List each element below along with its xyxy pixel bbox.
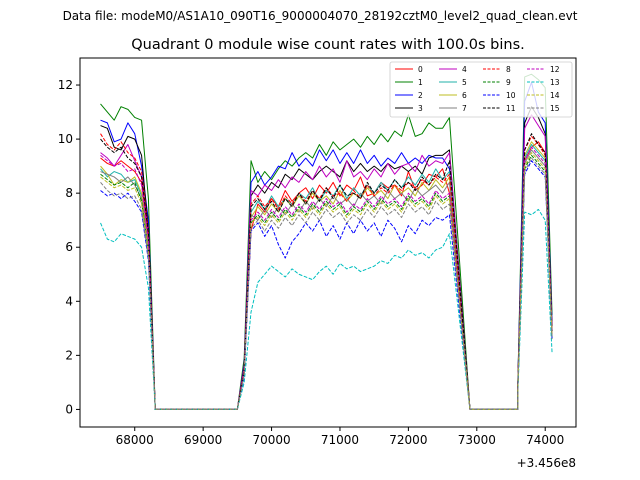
y-tick-label: 12 — [58, 78, 73, 92]
series-line-1 — [100, 73, 553, 410]
y-axis: 0 2 4 6 8 10 12 — [58, 78, 80, 416]
x-tick-label: 69000 — [184, 433, 222, 447]
y-tick-label: 0 — [65, 402, 73, 416]
legend-box — [389, 61, 573, 118]
series-line-13 — [100, 208, 553, 410]
legend-label: 7 — [462, 104, 467, 113]
series-line-4 — [100, 114, 553, 410]
legend-label: 11 — [506, 104, 516, 113]
series-line-7 — [100, 149, 553, 410]
y-tick-label: 8 — [65, 186, 73, 200]
chart-title: Quadrant 0 module wise count rates with … — [131, 37, 525, 53]
y-tick-label: 4 — [65, 294, 73, 308]
x-tick-label: 72000 — [389, 433, 427, 447]
series-line-0 — [100, 141, 553, 410]
x-tick-label: 71000 — [321, 433, 359, 447]
legend-label: 4 — [462, 65, 467, 74]
series-line-15 — [100, 157, 553, 410]
legend-label: 5 — [462, 78, 467, 87]
plot-area: 68000 69000 70000 71000 72000 73000 74000 0 2 4 6… — [58, 57, 577, 470]
x-tick-label: 70000 — [252, 433, 290, 447]
series-line-2 — [100, 81, 553, 410]
suptitle: Data file: modeM0/AS1A10_090T16_90000040… — [63, 9, 578, 23]
series-line-8 — [100, 133, 553, 410]
series-line-6 — [100, 141, 553, 410]
legend-label: 0 — [418, 65, 423, 74]
series-line-5 — [100, 144, 553, 410]
x-tick-label: 74000 — [526, 433, 564, 447]
legend-label: 9 — [506, 78, 511, 87]
x-tick-label: 73000 — [458, 433, 496, 447]
y-tick-label: 2 — [65, 348, 73, 362]
y-tick-label: 6 — [65, 240, 73, 254]
legend-label: 13 — [550, 78, 560, 87]
axes-frame — [79, 57, 577, 428]
series-layer — [100, 73, 553, 410]
x-tick-label: 68000 — [116, 433, 154, 447]
x-offset-label: +3.456e8 — [517, 456, 576, 470]
x-axis: 68000 69000 70000 71000 72000 73000 74000 — [116, 427, 564, 447]
series-line-12 — [100, 146, 553, 410]
legend-label: 3 — [418, 104, 423, 113]
legend-label: 6 — [462, 91, 467, 100]
legend-label: 15 — [550, 104, 560, 113]
series-line-10 — [100, 160, 553, 410]
legend-label: 1 — [418, 78, 423, 87]
legend-label: 14 — [550, 91, 560, 100]
series-line-3 — [100, 106, 553, 410]
legend-label: 2 — [418, 91, 423, 100]
legend-label: 8 — [506, 65, 511, 74]
series-line-11 — [100, 133, 553, 410]
legend-label: 10 — [506, 91, 516, 100]
legend-label: 12 — [550, 65, 560, 74]
y-tick-label: 10 — [58, 132, 73, 146]
